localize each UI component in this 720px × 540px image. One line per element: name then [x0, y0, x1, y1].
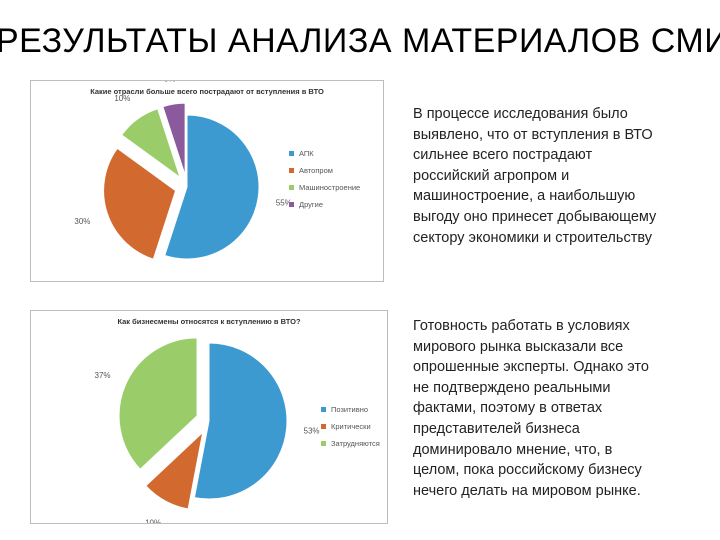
legend-label: Другие: [299, 200, 324, 209]
pie-slice-1: [193, 342, 288, 500]
chart-legend: АПК Автопром Машиностроение Другие: [289, 145, 360, 213]
analysis-text-2: Готовность работать в условиях мирового р…: [413, 316, 703, 501]
pie-slice-3: [120, 108, 181, 179]
slice-label: 10%: [114, 94, 130, 103]
slice-label: 10%: [145, 519, 161, 523]
text-line: представителей бизнеса: [413, 420, 580, 437]
text-line: машиностроение, а наибольшую: [413, 188, 636, 205]
legend-swatch: [321, 441, 326, 446]
legend-swatch: [289, 168, 294, 173]
business-attitude-chart: Как бизнесмены относятся к вступлению в …: [30, 310, 388, 524]
chart-title: Какие отрасли больше всего пострадают от…: [90, 87, 324, 96]
pie-chart-svg: 53% 10% 37%: [95, 337, 320, 523]
legend-label: АПК: [299, 149, 314, 158]
legend-item: Позитивно: [321, 401, 380, 418]
legend-label: Критически: [331, 422, 371, 431]
text-line: опрошенные эксперты. Однако это: [413, 359, 649, 376]
text-line: не подтверждено реальными: [413, 379, 611, 396]
slice-label: 53%: [304, 427, 320, 436]
text-line: сектору экономики и строительству: [413, 229, 652, 246]
legend-item: АПК: [289, 145, 360, 162]
slice-label: 55%: [276, 198, 292, 207]
analysis-text-1: В процессе исследования было выявлено, чт…: [413, 104, 703, 248]
legend-item: Машиностроение: [289, 179, 360, 196]
pie-slice-2: [103, 147, 177, 260]
legend-swatch: [289, 151, 294, 156]
text-line: сильнее всего пострадают: [413, 147, 593, 164]
chart-legend: Позитивно Критически Затрудняются: [321, 401, 380, 452]
legend-swatch: [289, 202, 294, 207]
slice-label: 30%: [74, 217, 90, 226]
legend-item: Автопром: [289, 162, 360, 179]
text-line: В процессе исследования было: [413, 106, 628, 122]
text-line: доминировало мнение, что, в: [413, 441, 613, 458]
pie-chart-svg: 55% 30% 10% 5%: [74, 81, 292, 260]
legend-item: Другие: [289, 196, 360, 213]
text-line: мирового рынка высказали все: [413, 338, 624, 355]
pie-slice-1: [164, 114, 260, 260]
legend-label: Позитивно: [331, 405, 369, 414]
text-line: выявлено, что от вступления в ВТО: [413, 126, 653, 143]
legend-label: Затрудняются: [331, 439, 380, 448]
pie-slice-3: [118, 337, 198, 470]
legend-swatch: [321, 407, 326, 412]
text-line: российский агропром и: [413, 167, 570, 184]
legend-label: Автопром: [299, 166, 333, 175]
slice-label: 5%: [164, 81, 176, 83]
industry-impact-chart: Какие отрасли больше всего пострадают от…: [30, 80, 384, 282]
text-line: целом, пока российскому бизнесу: [413, 462, 642, 479]
text-line: выгоду оно принесет добывающему: [413, 208, 657, 225]
pie-slice-2: [145, 430, 204, 510]
legend-swatch: [289, 185, 294, 190]
legend-item: Затрудняются: [321, 435, 380, 452]
text-line: фактами, поэтому в ответах: [413, 400, 603, 417]
legend-item: Критически: [321, 418, 380, 435]
chart-title: Как бизнесмены относятся к вступлению в …: [117, 317, 301, 326]
slice-label: 37%: [95, 371, 111, 380]
legend-label: Машиностроение: [299, 183, 361, 192]
pie-slice-4: [162, 102, 186, 176]
text-line: нечего делать на мировом рынке.: [413, 482, 641, 499]
text-line: Готовность работать в условиях: [413, 318, 630, 334]
page-title: РЕЗУЛЬТАТЫ АНАЛИЗА МАТЕРИАЛОВ СМИ: [0, 22, 720, 60]
legend-swatch: [321, 424, 326, 429]
